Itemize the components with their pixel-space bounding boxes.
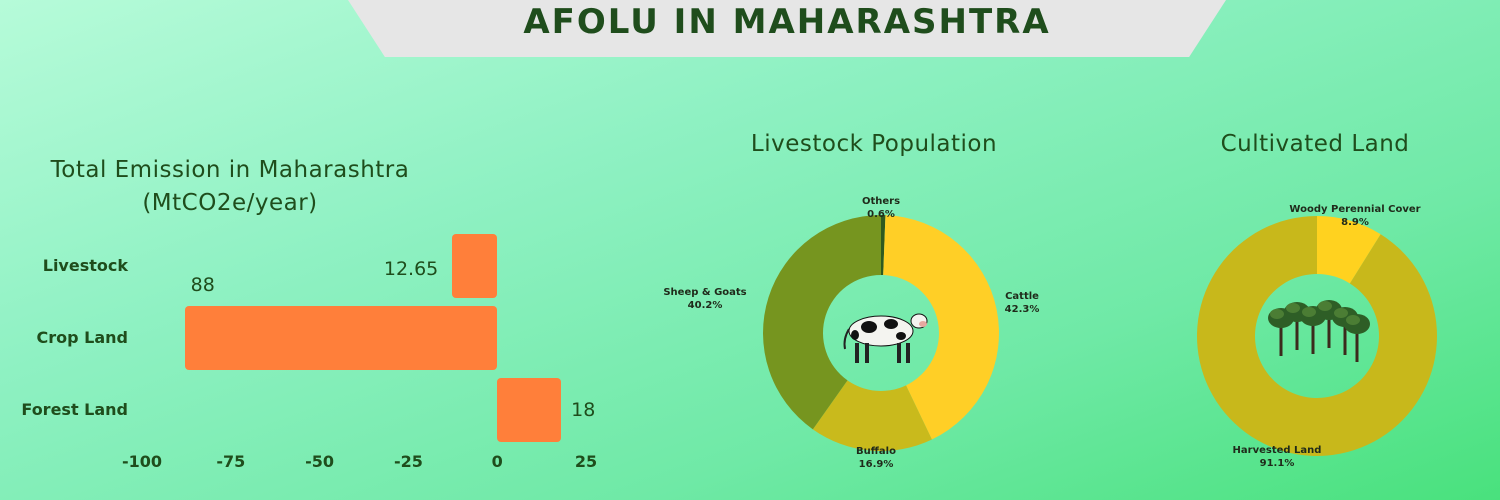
slice-label-woody-perennial-cover: Woody Perennial Cover 8.9% — [1289, 203, 1420, 229]
category-label-forest-land: Forest Land — [21, 400, 128, 419]
livestock-chart-title: Livestock Population — [750, 131, 998, 157]
slice-harvested-land — [1197, 216, 1438, 457]
x-tick-label: -100 — [121, 452, 163, 471]
x-tick-label: 0 — [491, 452, 503, 471]
title-banner: AFOLU IN MAHARASHTRA — [348, 0, 1226, 57]
slice-percent: 8.9% — [1341, 217, 1369, 228]
slice-percent: 42.3% — [1004, 304, 1040, 315]
bar-chart-title: Total Emission in Maharashtra — [50, 157, 410, 183]
cultivated-chart-title: Cultivated Land — [1220, 131, 1410, 157]
slice-label-buffalo: Buffalo 16.9% — [856, 445, 896, 471]
slice-name: Others — [861, 196, 901, 207]
value-label-livestock: 12.65 — [383, 258, 439, 280]
slice-buffalo — [812, 380, 932, 451]
bar-chart-subtitle: (MtCO2e/year) — [142, 190, 318, 216]
slice-others — [881, 215, 886, 276]
bar-crop-land — [184, 306, 498, 370]
slice-cattle — [883, 215, 999, 440]
slice-label-harvested-land: Harvested Land 91.1% — [1233, 444, 1322, 470]
trees-icon — [1268, 300, 1370, 362]
x-tick-label: -25 — [393, 452, 423, 471]
slice-label-cattle: Cattle 42.3% — [1005, 290, 1040, 316]
x-tick-label: 25 — [574, 452, 598, 471]
bar-forest-land — [497, 378, 562, 442]
x-tick-label: -50 — [305, 452, 335, 471]
slice-name: Woody Perennial Cover — [1289, 204, 1421, 215]
x-tick-label: -75 — [216, 452, 246, 471]
slice-percent: 91.1% — [1259, 458, 1295, 469]
slice-label-others: Others 0.6% — [862, 195, 900, 221]
slice-name: Buffalo — [856, 446, 896, 457]
slice-name: Harvested Land — [1232, 445, 1322, 456]
cow-icon — [843, 313, 928, 363]
slice-percent: 0.6% — [867, 209, 895, 220]
slice-percent: 40.2% — [687, 300, 723, 311]
page-title: AFOLU IN MAHARASHTRA — [523, 2, 1051, 42]
value-label-forest-land: 18 — [571, 399, 596, 421]
value-label-crop-land: 88 — [190, 274, 215, 296]
slice-name: Sheep & Goats — [663, 287, 747, 298]
slice-woody-perennial-cover — [1317, 216, 1381, 284]
slice-sheep-goats — [763, 215, 881, 430]
slice-name: Cattle — [1005, 291, 1039, 302]
category-label-crop-land: Crop Land — [36, 328, 128, 347]
slice-label-sheep-goats: Sheep & Goats 40.2% — [663, 286, 746, 312]
slice-percent: 16.9% — [858, 459, 894, 470]
category-label-livestock: Livestock — [42, 256, 128, 275]
bar-livestock — [452, 234, 498, 298]
